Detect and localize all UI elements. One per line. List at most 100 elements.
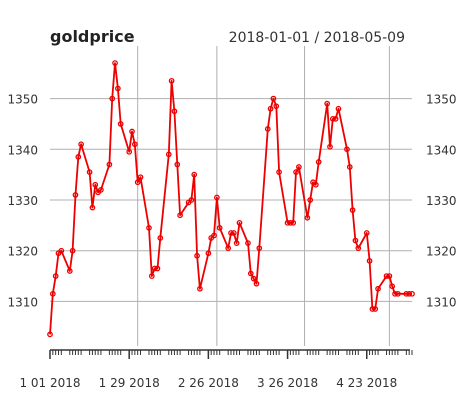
data-point — [129, 128, 135, 135]
data-point — [171, 108, 178, 115]
data-point — [117, 121, 124, 127]
data-point — [389, 283, 396, 290]
data-point — [146, 225, 152, 231]
y-tick-label-right: 1340 — [426, 143, 457, 157]
data-point — [154, 265, 161, 272]
data-point — [131, 141, 138, 148]
data-point — [72, 192, 79, 198]
data-point — [392, 290, 398, 297]
series-line — [49, 62, 412, 335]
data-point — [86, 169, 93, 175]
data-point — [349, 207, 356, 213]
data-point — [245, 240, 251, 246]
data-point — [89, 204, 96, 211]
data-point — [375, 285, 381, 292]
data-point — [352, 237, 359, 244]
data-point — [369, 306, 376, 312]
data-point — [406, 290, 413, 297]
data-point — [267, 105, 274, 112]
data-point — [75, 154, 82, 160]
data-point — [205, 250, 212, 257]
data-point — [112, 60, 118, 66]
data-point — [247, 270, 254, 277]
data-point — [250, 275, 257, 282]
data-point — [372, 306, 379, 312]
data-point — [284, 219, 291, 226]
data-point — [109, 95, 116, 102]
data-point — [151, 265, 158, 272]
data-point — [273, 103, 280, 110]
data-point — [115, 85, 121, 92]
data-point — [157, 235, 164, 241]
data-point — [214, 194, 220, 201]
y-tick-label-left: 1310 — [7, 295, 38, 309]
data-point — [293, 169, 299, 175]
data-point — [403, 290, 410, 297]
data-point — [344, 146, 350, 153]
data-point — [134, 179, 141, 186]
data-point — [228, 230, 234, 236]
data-point — [386, 273, 393, 279]
data-point — [47, 331, 53, 338]
x-tick-label: 4 23 2018 — [336, 376, 397, 390]
y-tick-label-right: 1330 — [426, 194, 457, 208]
data-point — [194, 252, 200, 259]
data-point — [236, 219, 243, 226]
data-point — [395, 290, 401, 297]
y-tick-label-left: 1320 — [7, 245, 38, 259]
data-point — [174, 161, 181, 168]
grid — [50, 46, 412, 346]
data-point — [168, 77, 175, 84]
data-point — [307, 197, 314, 203]
data-point — [225, 245, 232, 252]
data-point — [49, 290, 56, 297]
data-point — [256, 245, 263, 252]
data-point — [304, 214, 311, 221]
data-point — [315, 159, 322, 165]
y-axis-right: 1310 1320 1330 1340 1350 — [426, 93, 457, 310]
x-tick-label: 3 26 2018 — [257, 376, 318, 390]
y-tick-label-left: 1350 — [7, 93, 38, 107]
data-point — [346, 164, 353, 170]
y-axis-left: 1310 1320 1330 1340 1350 — [7, 93, 38, 310]
date-range: 2018-01-01 / 2018-05-09 — [229, 30, 405, 46]
data-point — [363, 230, 370, 236]
data-point — [69, 247, 76, 254]
y-tick-label-right: 1310 — [426, 295, 457, 309]
data-point — [276, 169, 282, 175]
x-tick-label: 1 29 2018 — [99, 376, 160, 390]
data-point — [188, 197, 195, 203]
data-point — [211, 232, 217, 239]
y-tick-label-right: 1350 — [426, 93, 457, 107]
data-point — [197, 285, 203, 292]
data-point — [270, 95, 277, 102]
data-point — [329, 116, 336, 122]
y-tick-label-left: 1330 — [7, 194, 38, 208]
data-point — [191, 171, 198, 178]
data-point — [92, 181, 99, 188]
series-points — [47, 60, 415, 338]
data-point — [58, 247, 65, 254]
y-tick-label-left: 1340 — [7, 143, 38, 157]
data-point — [264, 126, 271, 132]
data-point — [327, 143, 333, 150]
data-point — [383, 273, 390, 279]
chart-title: goldprice — [50, 27, 135, 46]
data-point — [296, 164, 302, 170]
data-point — [355, 245, 362, 252]
x-axis: 1 01 2018 1 29 2018 2 26 2018 3 26 2018 4 23… — [19, 349, 413, 390]
data-point — [287, 219, 294, 226]
x-tick-label: 2 26 2018 — [178, 376, 239, 390]
data-point — [230, 230, 237, 236]
data-point — [253, 280, 260, 287]
data-point — [290, 219, 297, 226]
x-tick-label: 1 01 2018 — [19, 376, 80, 390]
data-point — [409, 290, 415, 297]
data-point — [366, 258, 373, 264]
data-point — [98, 187, 104, 193]
data-point — [52, 273, 59, 279]
data-point — [137, 174, 144, 181]
data-point — [148, 273, 155, 279]
